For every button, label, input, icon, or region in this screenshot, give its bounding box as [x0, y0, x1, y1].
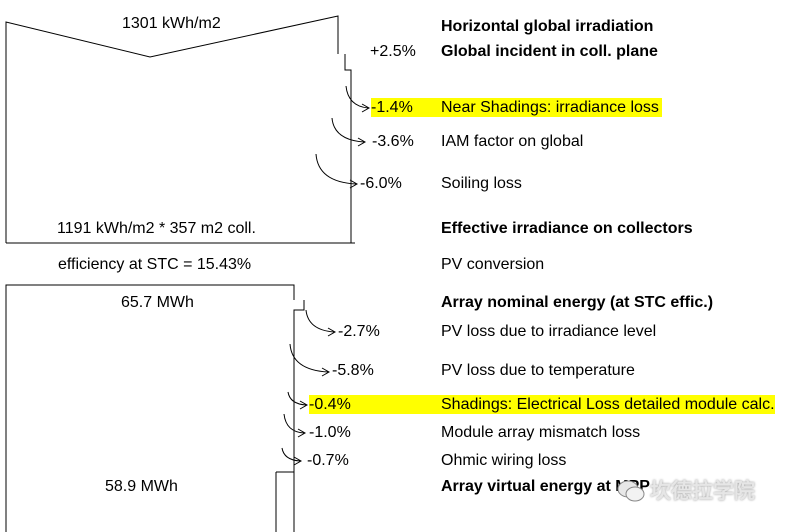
wechat-logo-icon	[617, 480, 645, 502]
row-label: Array virtual energy at MPP	[441, 478, 650, 495]
row-label: Ohmic wiring loss	[441, 452, 567, 469]
row-label: IAM factor on global	[441, 133, 584, 150]
loss-arrow-irradiance-level	[305, 309, 335, 333]
row-label: Module array mismatch loss	[441, 424, 641, 441]
loss-percent: +2.5%	[370, 43, 416, 60]
energy-block-outline	[5, 284, 295, 532]
row-label: PV conversion	[441, 256, 545, 273]
row-label: Horizontal global irradiation	[441, 18, 654, 35]
loss-arrow-temperature	[289, 343, 329, 373]
loss-arrow-soiling	[315, 153, 357, 185]
loss-percent: -3.6%	[372, 133, 414, 150]
row-label: Array nominal energy (at STC effic.)	[441, 294, 714, 311]
loss-arrow-mismatch	[283, 413, 305, 434]
irradiance-right-edge	[344, 54, 352, 243]
loss-arrow-near-shading	[345, 85, 369, 109]
row-label: Near Shadings: irradiance loss	[431, 98, 662, 117]
loss-percent: -1.0%	[309, 424, 351, 441]
efficiency-value: efficiency at STC = 15.43%	[58, 256, 252, 273]
array-virtual-energy-value: 58.9 MWh	[105, 478, 178, 495]
row-label: PV loss due to irradiance level	[441, 323, 657, 340]
effective-irradiance-value: 1191 kWh/m2 * 357 m2 coll.	[57, 220, 256, 237]
energy-right-edge	[293, 300, 305, 532]
loss-arrow-ohmic	[281, 447, 301, 462]
loss-percent: -5.8%	[332, 362, 374, 379]
loss-percent: -6.0%	[360, 175, 402, 192]
row-label: Effective irradiance on collectors	[441, 220, 693, 237]
loss-percent: -1.4%	[371, 98, 431, 117]
loss-percent: -2.7%	[338, 323, 380, 340]
row-label: Global incident in coll. plane	[441, 43, 658, 60]
row-label: Shadings: Electrical Loss detailed modul…	[441, 395, 775, 414]
horizontal-irradiation-value: 1301 kWh/m2	[122, 15, 221, 32]
array-nominal-energy-value: 65.7 MWh	[121, 294, 194, 311]
loss-arrow-shading-electrical	[287, 391, 307, 406]
loss-percent: -0.4%	[309, 395, 441, 414]
loss-arrow-iam	[331, 117, 365, 143]
watermark-text: 坎德拉学院	[650, 479, 755, 503]
row-label: PV loss due to temperature	[441, 362, 635, 379]
irradiance-block-outline	[5, 15, 339, 243]
loss-percent: -0.7%	[307, 452, 349, 469]
row-label: Soiling loss	[441, 175, 522, 192]
